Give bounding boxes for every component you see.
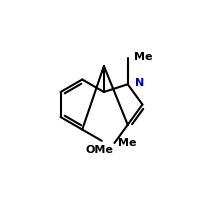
Text: OMe: OMe xyxy=(85,145,113,155)
Text: Me: Me xyxy=(133,52,152,62)
Text: N: N xyxy=(134,78,143,88)
Text: Me: Me xyxy=(118,138,136,148)
